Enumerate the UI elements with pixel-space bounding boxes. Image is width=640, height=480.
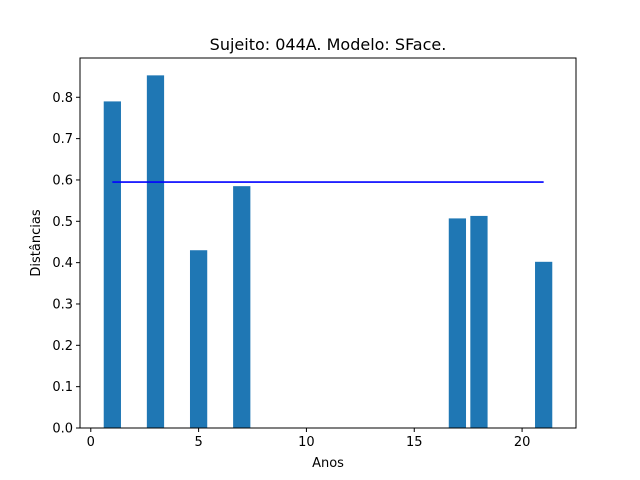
y-tick-label: 0.1 [52,380,73,395]
x-tick-label: 5 [194,435,202,450]
plot-frame [79,57,577,429]
y-axis-label: Distâncias [29,209,44,276]
y-tick-label: 0.2 [52,339,73,354]
x-axis-label: Anos [312,456,344,471]
bar-5 [189,250,208,428]
y-tick-label: 0.5 [52,215,73,230]
chart-title: Sujeito: 044A. Modelo: SFace. [210,35,447,54]
y-tick-label: 0.4 [52,256,73,271]
x-tick-label: 10 [298,435,315,450]
y-tick-label: 0.6 [52,173,73,188]
y-tick-label: 0.3 [52,297,73,312]
x-tick-label: 0 [87,435,95,450]
y-tick-label: 0.8 [52,91,73,106]
y-tick-label: 0.0 [52,422,73,437]
x-tick-label: 20 [514,435,531,450]
bar-21 [535,261,553,428]
bar-1 [103,101,121,428]
x-tick-label: 15 [406,435,423,450]
y-axis-ticks: 0.0 0.1 0.2 0.3 0.4 0.5 0.6 0.7 0.8 [52,91,80,437]
y-tick-label: 0.7 [52,132,73,147]
bars [103,75,553,428]
bar-7 [233,186,251,428]
bar-18 [470,215,488,428]
bar-17 [448,218,467,428]
bar-3 [146,75,165,428]
x-axis-ticks: 0 5 10 15 20 [87,428,531,450]
